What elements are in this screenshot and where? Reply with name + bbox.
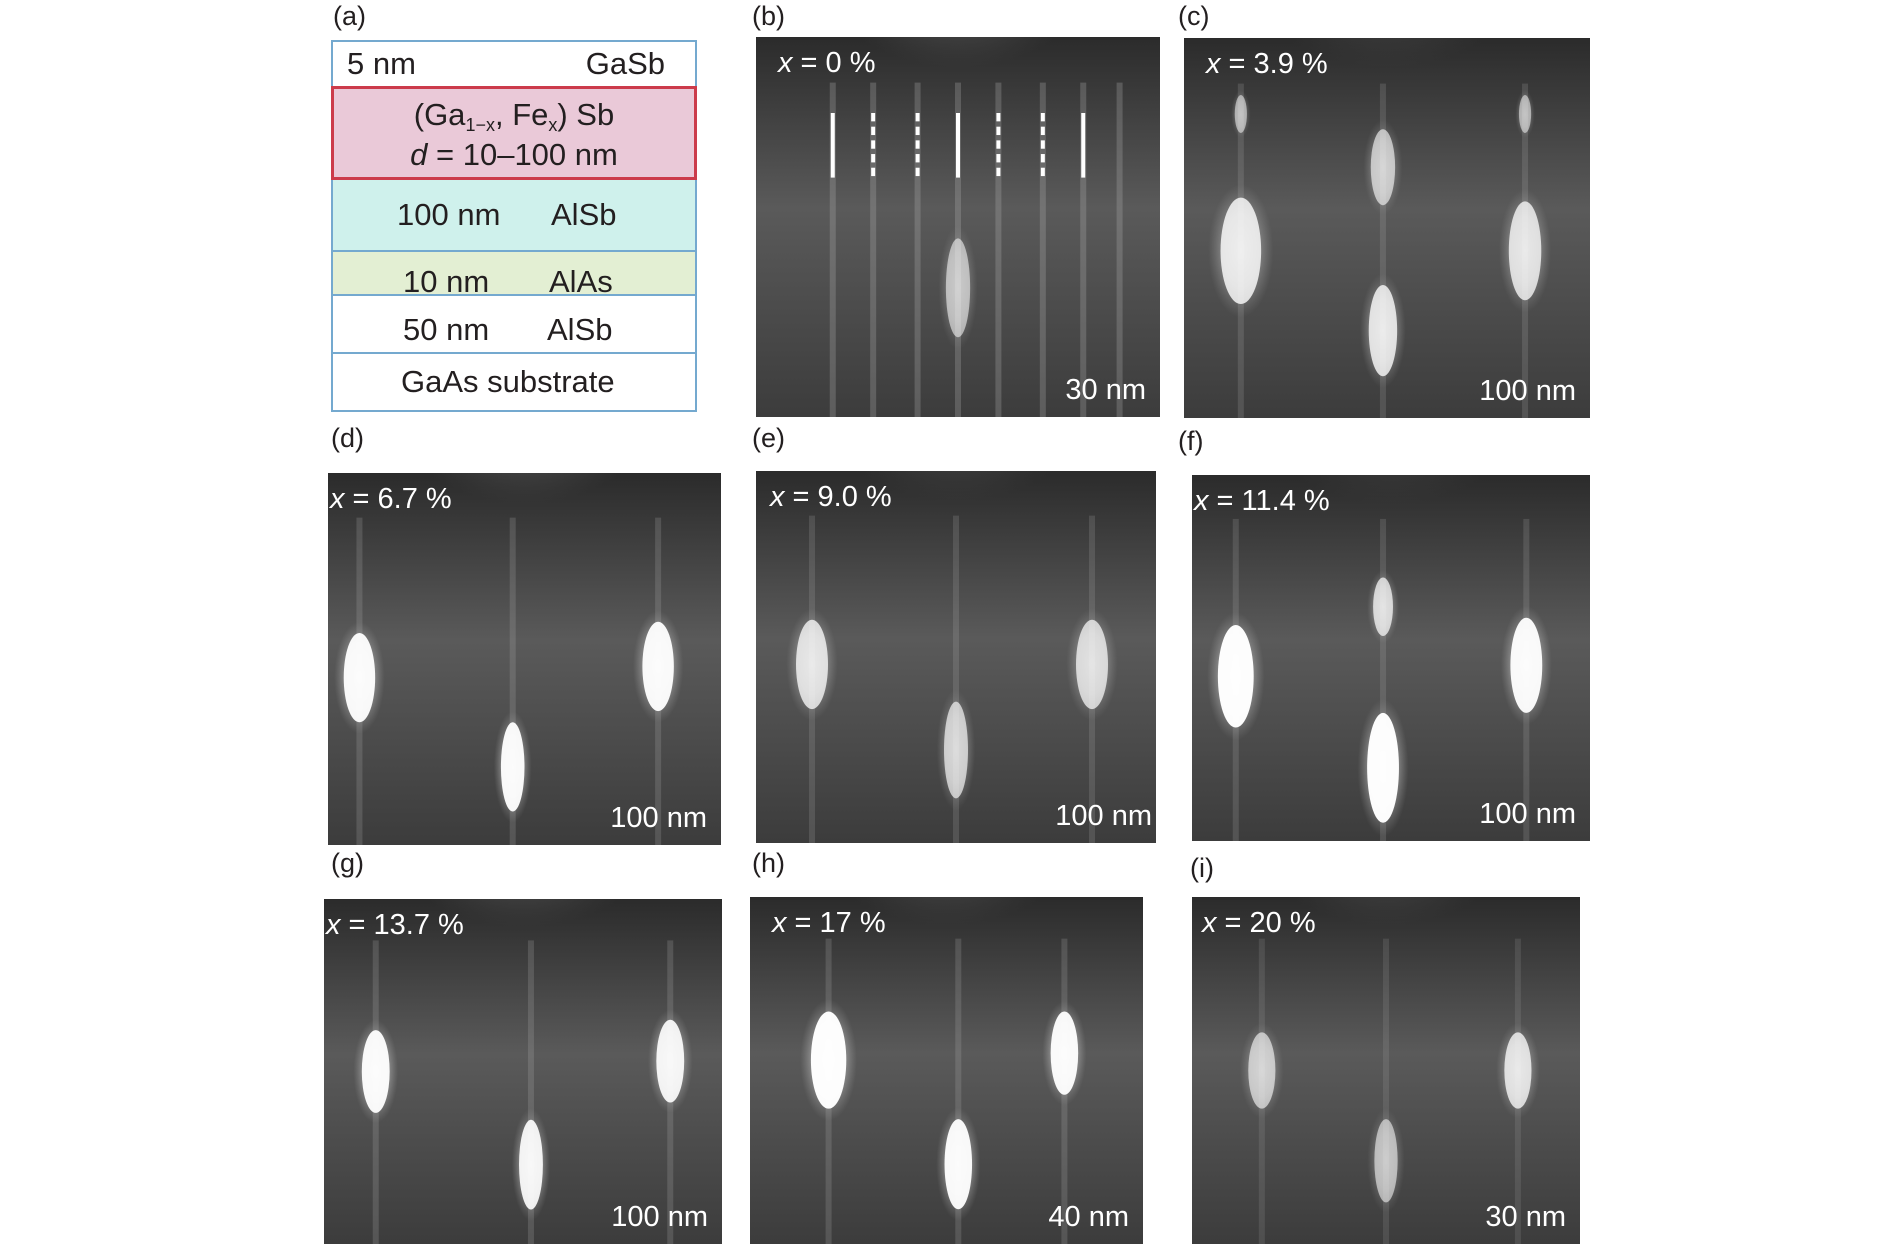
rheed-pattern-image bbox=[1192, 475, 1590, 841]
layer-material: AlSb bbox=[547, 312, 613, 347]
composition-label: x = 13.7 % bbox=[326, 909, 464, 941]
rheed-panel-e: x = 9.0 % 100 nm bbox=[756, 471, 1156, 843]
rheed-pattern-image bbox=[750, 897, 1143, 1244]
panel-label-h: (h) bbox=[752, 848, 785, 878]
film-thickness-label: 30 nm bbox=[1485, 1201, 1566, 1233]
layer-thickness: 50 nm bbox=[403, 312, 490, 347]
panel-label-b: (b) bbox=[752, 1, 785, 31]
sample-layer-stack: 5 nm GaSb (Ga1−x, Fex) Sb d = 10–100 nm … bbox=[331, 40, 701, 412]
film-thickness-label: 30 nm bbox=[1065, 374, 1146, 406]
rheed-panel-d: x = 6.7 % 100 nm bbox=[328, 473, 721, 845]
panel-label-g: (g) bbox=[331, 848, 364, 878]
rheed-pattern-image bbox=[1184, 38, 1590, 418]
panel-label-e: (e) bbox=[752, 423, 785, 453]
layer-thickness: 100 nm bbox=[397, 197, 501, 232]
rheed-panel-f: x = 11.4 % 100 nm bbox=[1192, 475, 1590, 841]
panel-label-c: (c) bbox=[1178, 1, 1210, 31]
rheed-panel-b: x = 0 % 30 nm bbox=[756, 37, 1160, 417]
layer-gaas-substrate: GaAs substrate bbox=[331, 352, 697, 412]
film-thickness-label: 100 nm bbox=[1055, 800, 1152, 832]
panel-label-f: (f) bbox=[1178, 426, 1204, 456]
rheed-panel-g: x = 13.7 % 100 nm bbox=[324, 899, 722, 1244]
panel-label-i: (i) bbox=[1190, 853, 1214, 883]
film-thickness-label: 100 nm bbox=[1479, 375, 1576, 407]
layer-thickness: 5 nm bbox=[347, 46, 416, 81]
composition-label: x = 17 % bbox=[772, 907, 886, 939]
rheed-panel-i: x = 20 % 30 nm bbox=[1192, 897, 1580, 1244]
panel-label-d: (d) bbox=[331, 423, 364, 453]
layer-gasb-cap: 5 nm GaSb bbox=[331, 40, 697, 88]
rheed-pattern-image bbox=[324, 899, 722, 1244]
rheed-panel-h: x = 17 % 40 nm bbox=[750, 897, 1143, 1244]
panel-label-a: (a) bbox=[333, 1, 366, 31]
rheed-pattern-image bbox=[756, 37, 1160, 417]
layer-thickness: 10 nm bbox=[403, 264, 490, 299]
composition-label: x = 20 % bbox=[1202, 907, 1316, 939]
layer-gafesb: (Ga1−x, Fex) Sb d = 10–100 nm bbox=[331, 86, 697, 180]
layer-alsb-thin: 50 nm AlSb bbox=[331, 294, 697, 354]
gafesb-formula: (Ga1−x, Fex) Sb bbox=[413, 97, 615, 135]
rheed-pattern-image bbox=[756, 471, 1156, 843]
layer-material: GaSb bbox=[585, 46, 665, 81]
rheed-pattern-image bbox=[328, 473, 721, 845]
rheed-pattern-image bbox=[1192, 897, 1580, 1244]
rheed-panel-c: x = 3.9 % 100 nm bbox=[1184, 38, 1590, 418]
composition-label: x = 11.4 % bbox=[1194, 485, 1330, 517]
layer-alas: 10 nm AlAs bbox=[331, 250, 697, 299]
gafesb-thickness: d = 10–100 nm bbox=[410, 137, 618, 172]
film-thickness-label: 40 nm bbox=[1048, 1201, 1129, 1233]
layer-material: AlSb bbox=[551, 197, 617, 232]
composition-label: x = 6.7 % bbox=[330, 483, 452, 515]
composition-label: x = 9.0 % bbox=[770, 481, 892, 513]
film-thickness-label: 100 nm bbox=[1479, 798, 1576, 830]
layer-alsb-thick: 100 nm AlSb bbox=[331, 178, 697, 252]
layer-material: AlAs bbox=[549, 264, 613, 299]
composition-label: x = 0 % bbox=[778, 47, 876, 79]
layer-material: GaAs substrate bbox=[401, 364, 615, 399]
film-thickness-label: 100 nm bbox=[611, 1201, 708, 1233]
film-thickness-label: 100 nm bbox=[610, 802, 707, 834]
composition-label: x = 3.9 % bbox=[1206, 48, 1328, 80]
